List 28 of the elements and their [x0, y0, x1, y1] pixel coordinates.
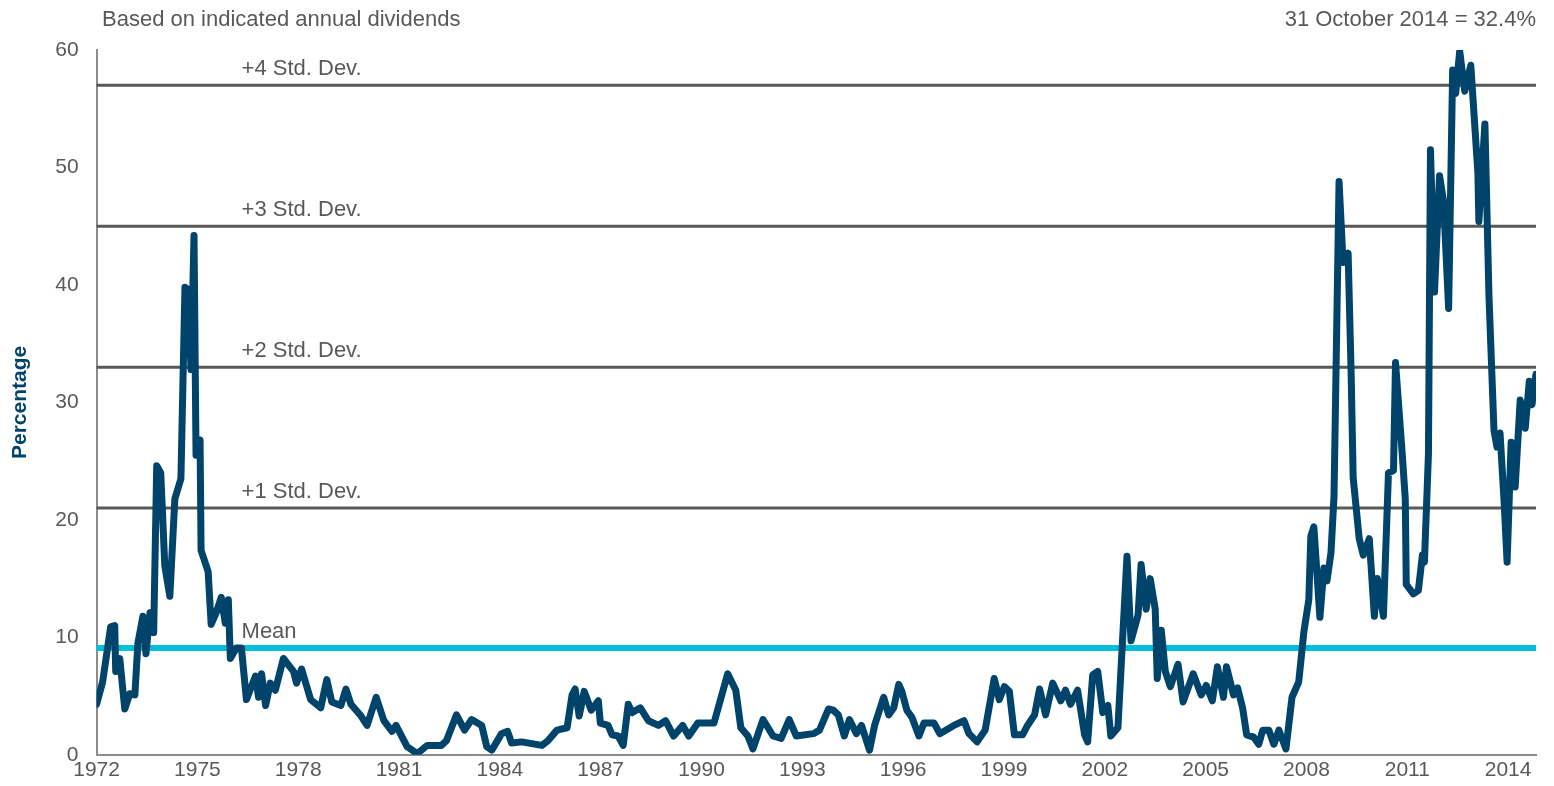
x-tick-label: 1999 [980, 757, 1028, 781]
chart-subtitle: Based on indicated annual dividends [102, 6, 461, 32]
x-tick-label: 2008 [1283, 757, 1330, 781]
x-tick-label: 1984 [476, 757, 524, 781]
ref-line-label: Mean [241, 617, 297, 643]
x-tick-label: 1978 [274, 757, 322, 781]
x-tick-label: 1993 [778, 757, 826, 781]
y-axis-title: Percentage [7, 345, 31, 460]
x-tick-label: 1981 [375, 757, 423, 781]
ref-line-label: +1 Std. Dev. [241, 478, 362, 504]
ref-line-label: +2 Std. Dev. [241, 337, 362, 363]
x-tick-label: 2011 [1384, 757, 1430, 781]
x-tick-label: 1975 [174, 757, 221, 781]
y-tick-label: 20 [55, 506, 79, 530]
y-tick-label: 40 [55, 271, 79, 295]
x-tick-label: 2005 [1182, 757, 1229, 781]
x-tick-label: 1990 [678, 757, 725, 781]
y-tick-label: 60 [55, 36, 79, 60]
x-tick-label: 1996 [879, 757, 927, 781]
y-tick-label: 30 [55, 389, 79, 413]
x-tick-label: 1987 [577, 757, 625, 781]
y-tick-label: 10 [55, 624, 79, 648]
ref-line-label: +4 Std. Dev. [241, 55, 362, 81]
x-tick-label: 2002 [1081, 757, 1129, 781]
ref-line-label: +3 Std. Dev. [241, 196, 362, 222]
text: 31 October 2014 = 32.4% [1284, 6, 1536, 32]
x-tick-label: 2014 [1484, 757, 1532, 781]
y-tick-label: 50 [55, 154, 79, 178]
